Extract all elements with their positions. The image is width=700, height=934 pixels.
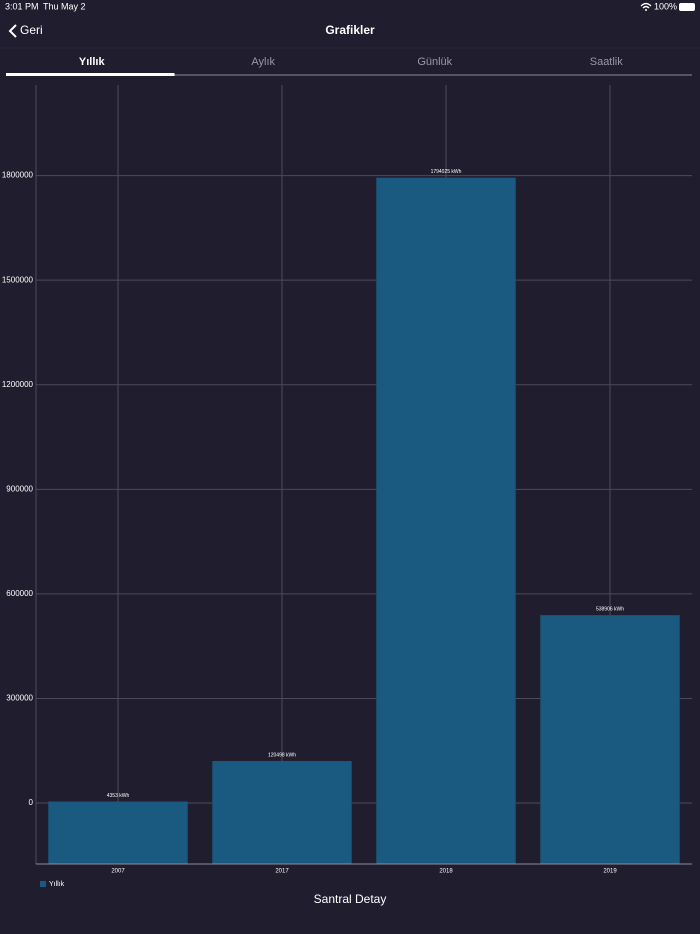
bar (48, 801, 188, 864)
back-label[interactable]: Geri (20, 23, 43, 37)
status-date: Thu May 2 (43, 1, 86, 11)
tab-indicator (6, 73, 175, 76)
value-label: 538906 kWh (596, 606, 624, 612)
footer: Santral Detay (314, 892, 387, 906)
y-tick-label: 300000 (6, 694, 33, 703)
status-battery: 100% (654, 1, 677, 11)
x-tick-label: 2007 (111, 869, 125, 875)
tab[interactable]: Yıllık (79, 56, 106, 68)
y-tick-label: 900000 (6, 484, 33, 493)
nav-title: Grafikler (325, 23, 375, 37)
x-tick-label: 2019 (603, 869, 617, 875)
x-tick-label: 2017 (275, 869, 289, 875)
legend-label: Yıllık (49, 881, 65, 888)
battery-icon (679, 3, 695, 11)
y-tick-label: 1800000 (2, 171, 34, 180)
y-tick-label: 1500000 (2, 275, 34, 284)
status-time: 3:01 PM (5, 1, 39, 11)
back-button[interactable]: Geri (8, 23, 43, 38)
legend-swatch (40, 881, 46, 887)
tab[interactable]: Saatlik (590, 56, 624, 68)
value-label: 4353 kWh (107, 793, 130, 799)
tab[interactable]: Günlük (417, 56, 452, 68)
bar (540, 615, 680, 864)
wifi-icon (640, 2, 652, 11)
tab[interactable]: Aylık (251, 56, 275, 68)
y-tick-label: 600000 (6, 589, 33, 598)
y-tick-label: 1200000 (2, 380, 34, 389)
bar (376, 177, 516, 865)
y-tick-label: 0 (29, 798, 34, 807)
value-label: 1794025 kWh (431, 169, 462, 175)
value-label: 120498 kWh (268, 752, 296, 758)
x-tick-label: 2018 (439, 869, 453, 875)
bar (212, 761, 352, 864)
